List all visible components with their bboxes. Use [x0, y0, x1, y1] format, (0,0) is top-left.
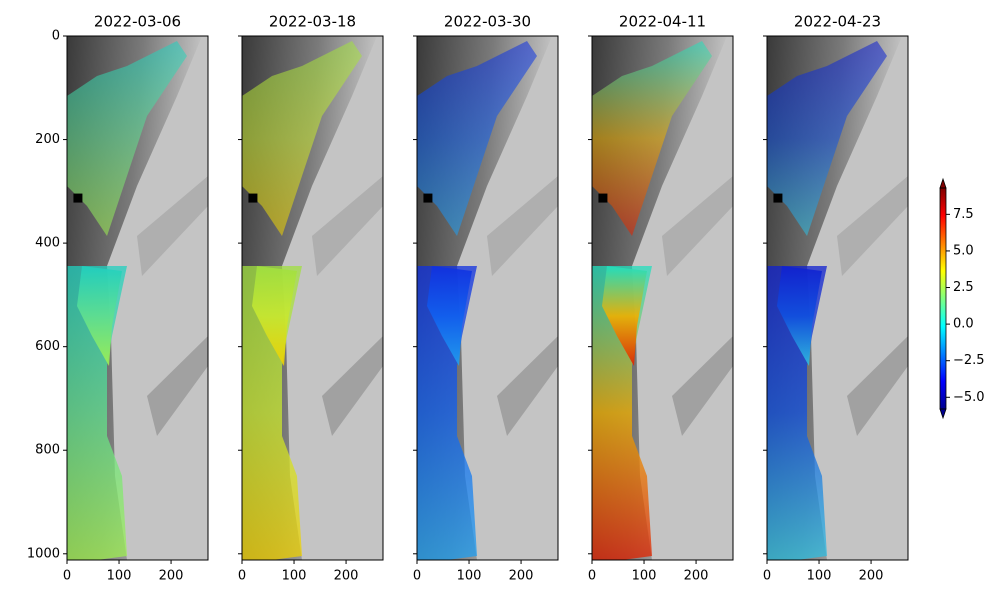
- x-tick-label: 100: [807, 569, 832, 584]
- x-tick-label: 100: [457, 569, 482, 584]
- axes-frame: [416, 35, 559, 561]
- displacement-field: [67, 266, 127, 560]
- displacement-field: [77, 266, 122, 366]
- displacement-field: [602, 266, 647, 366]
- x-tick-label: 200: [334, 569, 359, 584]
- colorbar-tick-label: 5.0: [953, 243, 974, 258]
- x-tick-label: 100: [282, 569, 307, 584]
- ridges: [497, 336, 558, 436]
- image: [67, 36, 208, 560]
- x-tick-label: 0: [763, 569, 771, 584]
- colorbar-extend: [939, 177, 947, 189]
- ridges: [322, 336, 383, 436]
- displacement-field: [417, 266, 477, 560]
- marker: [248, 193, 258, 203]
- colorbar-tick-label: −2.5: [953, 353, 985, 368]
- marker: [423, 193, 433, 203]
- colorbar-extend: [939, 408, 947, 420]
- y-tick-label: 400: [35, 236, 60, 251]
- image: [767, 36, 908, 560]
- y-tick-label: 0: [52, 29, 60, 44]
- displacement-field: [427, 266, 472, 366]
- x-tick-label: 200: [684, 569, 709, 584]
- image: [242, 36, 383, 560]
- x-tick-label: 100: [107, 569, 132, 584]
- displacement-field: [592, 266, 652, 560]
- ridges: [662, 176, 733, 276]
- x-tick-label: 0: [238, 569, 246, 584]
- ridges: [847, 336, 908, 436]
- displacement-field: [242, 41, 362, 236]
- x-tick-label: 0: [413, 569, 421, 584]
- ridges: [672, 336, 733, 436]
- panel-title: 2022-03-30: [444, 13, 531, 31]
- displacement-field: [67, 41, 187, 236]
- x-tick-label: 100: [632, 569, 657, 584]
- axes-frame: [66, 35, 209, 561]
- y-tick-label: 200: [35, 132, 60, 147]
- displacement-field: [767, 41, 887, 236]
- ridges: [312, 176, 383, 276]
- ridges: [487, 176, 558, 276]
- x-tick-label: 200: [159, 569, 184, 584]
- axes-frame: [766, 35, 909, 561]
- panel-title: 2022-03-06: [94, 13, 181, 31]
- marker: [598, 193, 608, 203]
- x-tick-label: 200: [859, 569, 884, 584]
- x-tick-label: 0: [588, 569, 596, 584]
- displacement-field: [242, 266, 302, 560]
- x-tick-label: 0: [63, 569, 71, 584]
- marker: [773, 193, 783, 203]
- image: [417, 36, 558, 560]
- displacement-field: [252, 266, 297, 366]
- displacement-field: [767, 266, 827, 560]
- axes-frame: [591, 35, 734, 561]
- displacement-field: [592, 41, 712, 236]
- y-tick-label: 800: [35, 443, 60, 458]
- displacement-field: [777, 266, 822, 366]
- valley: [457, 36, 558, 560]
- ridges: [837, 176, 908, 276]
- y-tick-label: 600: [35, 339, 60, 354]
- colorbar-tick-label: −5.0: [953, 390, 985, 405]
- panel-title: 2022-04-11: [619, 13, 706, 31]
- ridges: [147, 336, 208, 436]
- displacement-field: [417, 41, 537, 236]
- valley: [107, 36, 208, 560]
- image: [592, 36, 733, 560]
- panel-title: 2022-04-23: [794, 13, 881, 31]
- y-tick-label: 1000: [27, 546, 60, 561]
- axes-frame: [241, 35, 384, 561]
- valley: [632, 36, 733, 560]
- valley: [807, 36, 908, 560]
- colorbar: [940, 188, 946, 409]
- ridges: [137, 176, 208, 276]
- colorbar-tick-label: 7.5: [953, 207, 974, 222]
- valley: [282, 36, 383, 560]
- x-tick-label: 200: [509, 569, 534, 584]
- colorbar-frame: [939, 187, 947, 410]
- marker: [73, 193, 83, 203]
- colorbar-tick-label: 0.0: [953, 317, 974, 332]
- colorbar-tick-label: 2.5: [953, 280, 974, 295]
- panel-title: 2022-03-18: [269, 13, 356, 31]
